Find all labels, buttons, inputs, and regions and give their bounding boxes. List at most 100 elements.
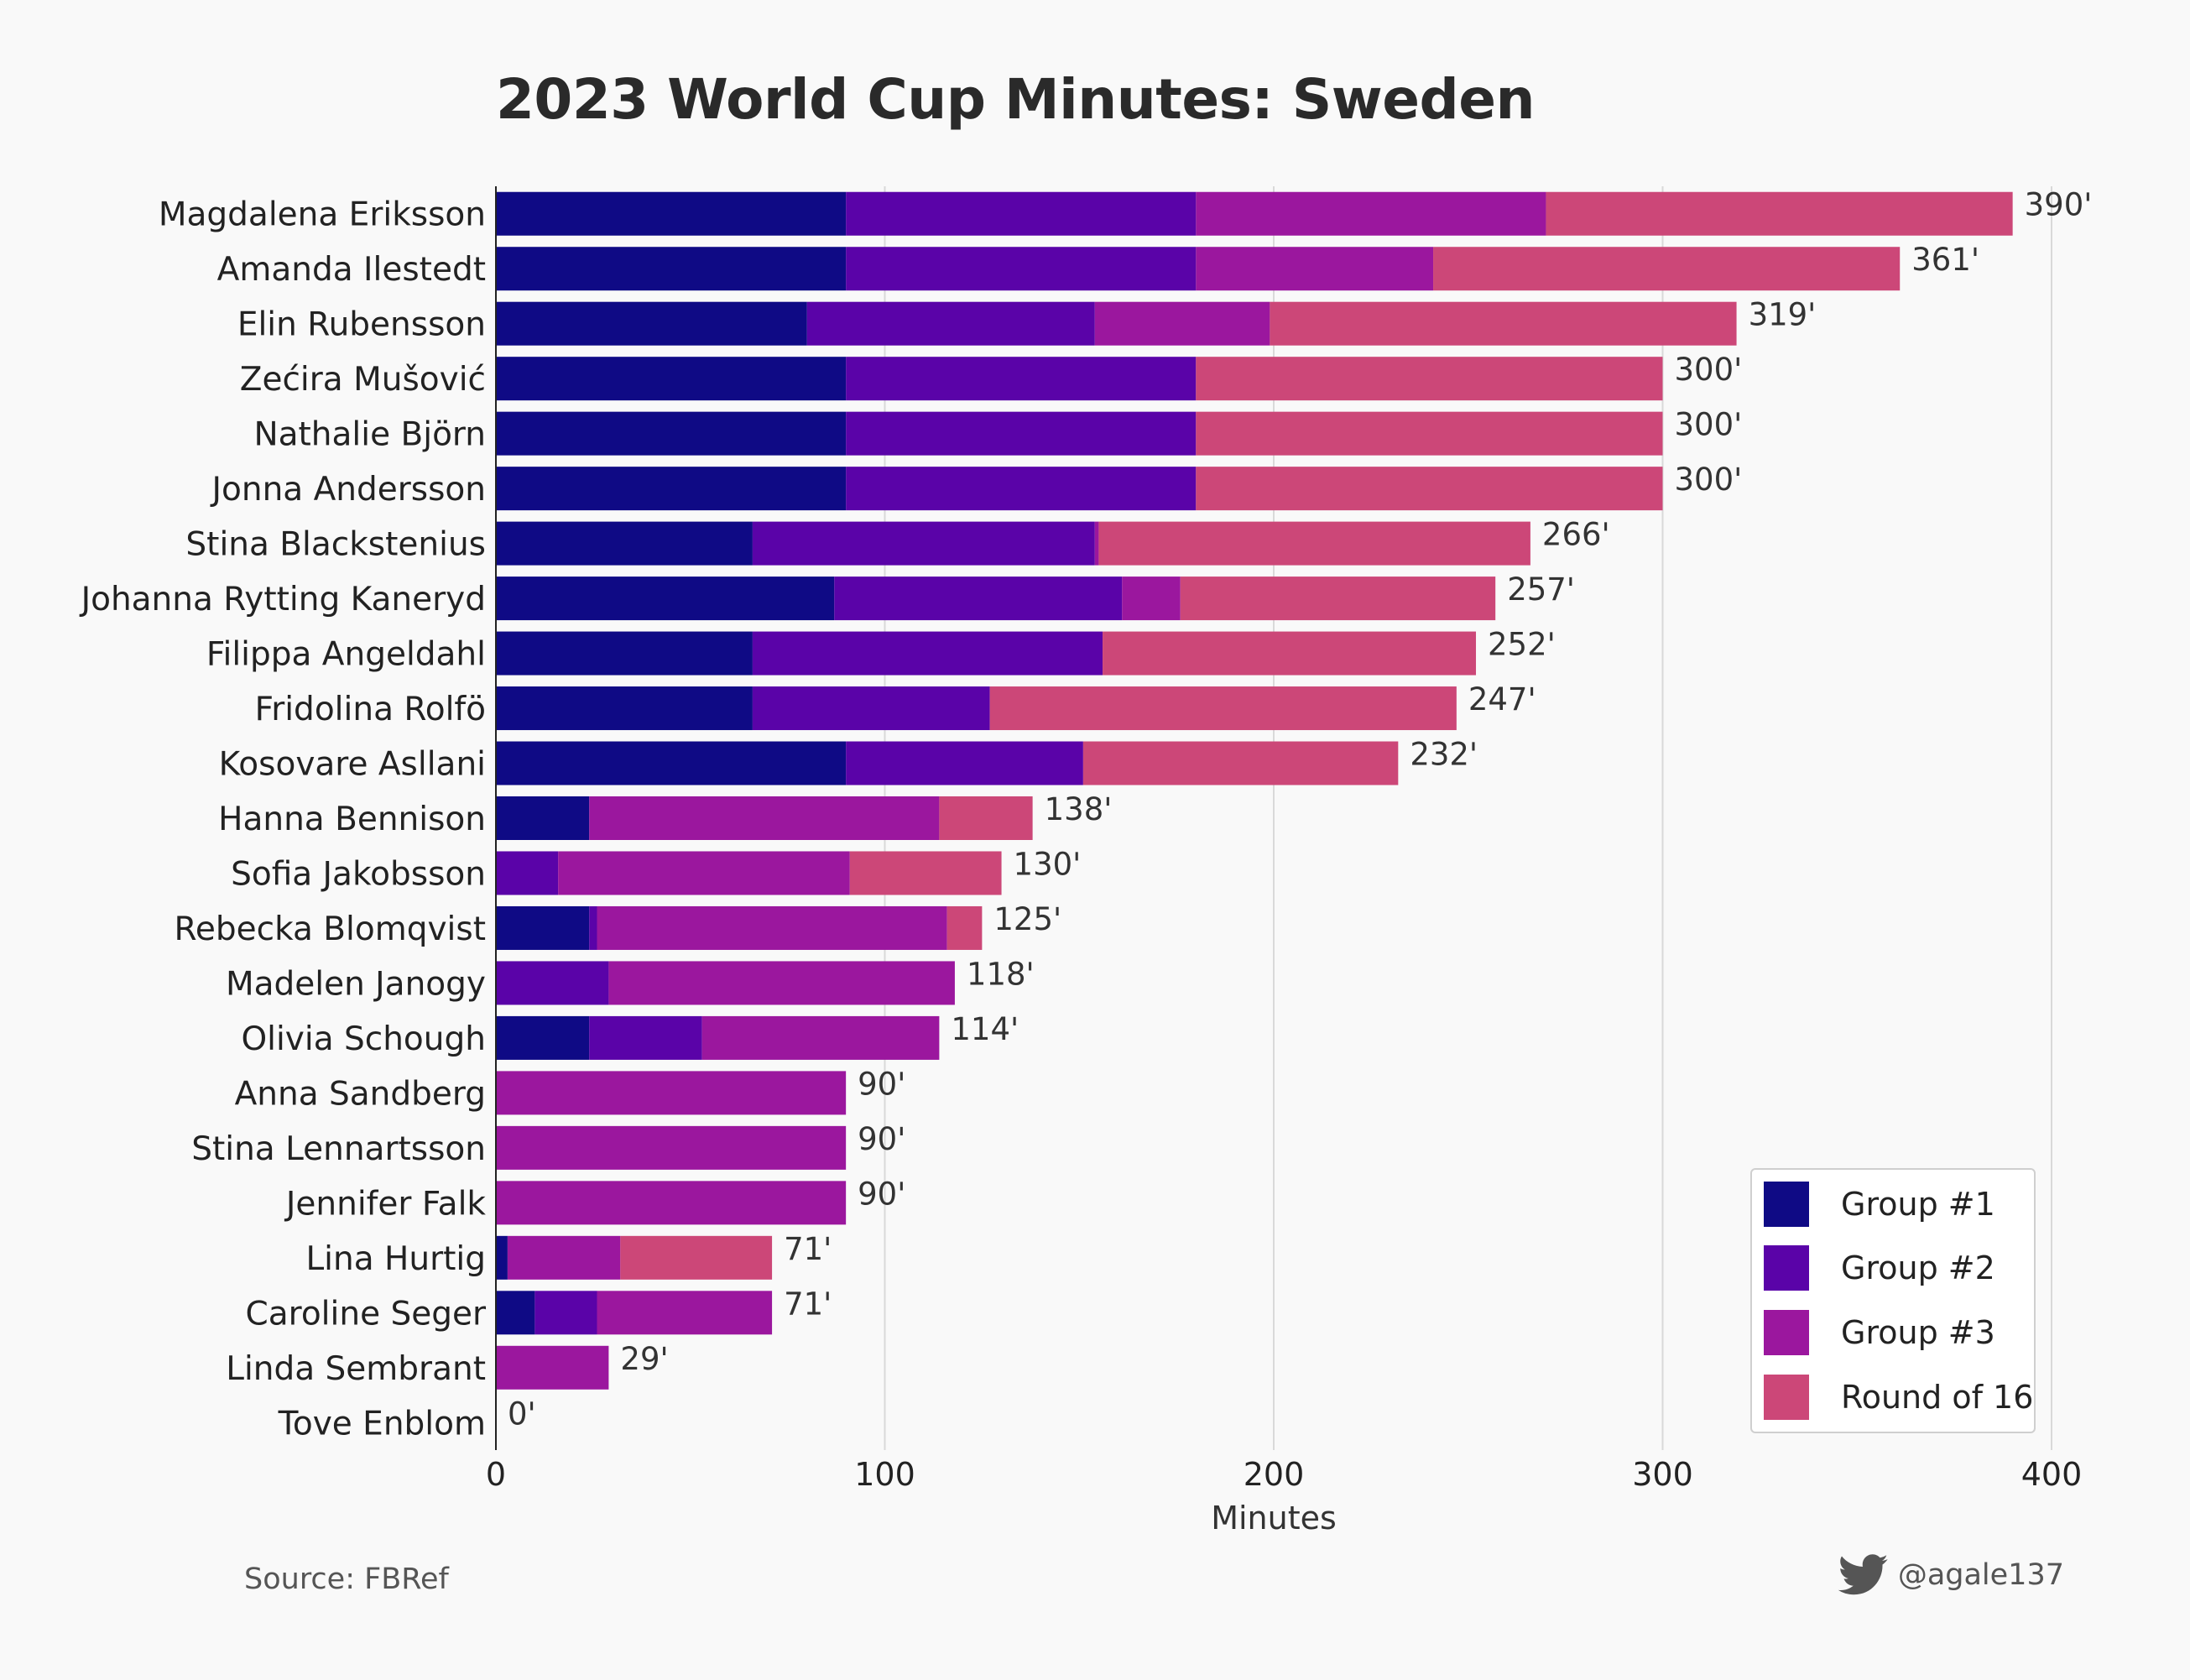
bar-total-label: 300': [1675, 462, 1743, 498]
bar-segment: [496, 796, 590, 840]
y-category-label: Linda Sembrant: [226, 1350, 486, 1388]
bar-segment: [496, 905, 590, 950]
legend-label-round16: Round of 16: [1841, 1379, 2034, 1416]
author-credit: @agale137: [1838, 1554, 2064, 1596]
y-category-label: Hanna Bennison: [218, 801, 486, 838]
bar-segment: [846, 357, 1197, 401]
y-category-label: Caroline Seger: [246, 1295, 487, 1333]
bar-segment: [496, 686, 753, 731]
bar-layer: [496, 191, 2013, 1390]
bar-segment: [1196, 247, 1434, 291]
bar-segment: [989, 686, 1457, 731]
bar-segment: [846, 247, 1197, 291]
bar-total-label: 361': [1911, 242, 1979, 278]
bar-total-label: 252': [1488, 627, 1556, 663]
bar-total-label: 90': [858, 1121, 905, 1157]
bar-total-label: 29': [620, 1341, 668, 1377]
legend-item-group3: Group #3: [1764, 1310, 1995, 1355]
bar-segment: [1098, 521, 1530, 566]
legend-item-round16: Round of 16: [1764, 1375, 2033, 1420]
bar-total-label: 71': [784, 1231, 832, 1267]
bar-total-label: 90': [858, 1176, 905, 1212]
bar-segment: [496, 1181, 847, 1225]
y-category-label: Nathalie Björn: [253, 416, 486, 454]
bar-segment: [496, 1235, 508, 1280]
bar-total-label: 257': [1507, 571, 1575, 608]
bar-total-label: 138': [1045, 791, 1113, 827]
y-category-label: Stina Blackstenius: [185, 526, 486, 564]
legend-label-group2: Group #2: [1841, 1250, 1995, 1286]
bar-total-label: 125': [993, 901, 1061, 937]
bar-segment: [589, 796, 940, 840]
y-category-label: Amanda Ilestedt: [217, 251, 486, 289]
bar-segment: [834, 577, 1123, 621]
bar-segment: [496, 411, 847, 456]
legend-swatch-group3: [1764, 1310, 1809, 1355]
bar-segment: [496, 301, 807, 346]
bar-segment: [939, 796, 1033, 840]
bar-segment: [496, 1291, 535, 1335]
bar-total-label: 247': [1468, 681, 1536, 717]
bar-segment: [1196, 467, 1663, 511]
bar-segment: [534, 1291, 597, 1335]
bar-total-label: 232': [1410, 737, 1478, 773]
bar-segment: [1196, 411, 1663, 456]
twitter-bird-icon: [1838, 1554, 1888, 1595]
bar-total-label: 0': [508, 1396, 536, 1432]
bar-segment: [806, 301, 1095, 346]
bar-segment: [496, 467, 847, 511]
legend-label-group3: Group #3: [1841, 1314, 1995, 1351]
bar-segment: [496, 577, 835, 621]
y-category-label: Jonna Andersson: [210, 471, 487, 509]
y-category-label: Magdalena Eriksson: [159, 196, 486, 234]
y-category-label: Sofia Jakobsson: [231, 855, 486, 893]
bar-total-label: 90': [858, 1066, 905, 1102]
y-category-label: Olivia Schough: [241, 1020, 486, 1058]
bar-segment: [496, 357, 847, 401]
bar-total-label: 114': [951, 1011, 1019, 1047]
bar-segment: [1103, 631, 1477, 676]
bar-segment: [752, 521, 1095, 566]
legend-swatch-group2: [1764, 1245, 1809, 1291]
y-category-label: Anna Sandberg: [235, 1075, 486, 1113]
bar-segment: [1546, 191, 2013, 236]
bar-segment: [496, 191, 847, 236]
legend-item-group1: Group #1: [1764, 1182, 1995, 1227]
bar-segment: [846, 191, 1197, 236]
bar-segment: [846, 467, 1197, 511]
bar-total-label: 300': [1675, 407, 1743, 443]
y-category-label: Stina Lennartsson: [191, 1130, 486, 1168]
bar-segment: [1180, 577, 1496, 621]
bar-segment: [496, 1015, 590, 1060]
bar-total-label: 71': [784, 1286, 832, 1322]
bar-total-label: 130': [1014, 846, 1082, 882]
y-category-label: Filippa Angeldahl: [206, 636, 486, 674]
chart-title: 2023 World Cup Minutes: Sweden: [496, 67, 1536, 132]
bar-segment: [1094, 521, 1099, 566]
bar-segment: [946, 905, 983, 950]
x-tick-label: 400: [2021, 1456, 2083, 1493]
bar-segment: [608, 961, 955, 1005]
bar-segment: [496, 961, 609, 1005]
bar-segment: [1196, 357, 1663, 401]
x-tick-label: 200: [1244, 1456, 1305, 1493]
x-axis-title: Minutes: [1211, 1500, 1337, 1537]
bar-segment: [752, 631, 1103, 676]
bar-segment: [496, 1345, 609, 1390]
bar-segment: [701, 1015, 940, 1060]
y-category-label: Zećira Mušović: [240, 361, 486, 399]
bar-total-label: 266': [1542, 517, 1610, 553]
axis-layer: 0 100 200 300 400 Minutes: [486, 186, 2082, 1537]
bar-segment: [1196, 191, 1546, 236]
bar-segment: [1082, 741, 1399, 785]
bar-segment: [496, 631, 753, 676]
y-category-label: Fridolina Rolfö: [255, 691, 486, 728]
bar-segment: [1270, 301, 1737, 346]
bar-segment: [589, 905, 597, 950]
bar-segment: [1433, 247, 1901, 291]
bar-total-label: 319': [1749, 297, 1817, 333]
bar-segment: [558, 851, 850, 895]
legend: Group #1 Group #2 Group #3 Round of 16: [1750, 1168, 2036, 1433]
legend-label-group1: Group #1: [1841, 1186, 1995, 1223]
bar-segment: [496, 247, 847, 291]
